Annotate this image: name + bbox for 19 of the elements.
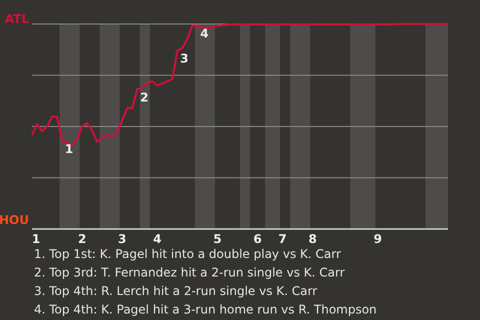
text: HOU bbox=[0, 213, 29, 228]
x-tick-label: 2 bbox=[78, 232, 86, 246]
x-tick-label: 5 bbox=[213, 232, 222, 246]
text: 2. Top 3rd: T. Fernandez hit a 2-run single vs K. Carr bbox=[34, 266, 345, 280]
x-tick-label: 9 bbox=[374, 232, 382, 246]
annotation: 2 bbox=[140, 90, 148, 104]
annotation: 1 bbox=[64, 142, 74, 156]
x-tick-label: 1 bbox=[32, 232, 40, 246]
x-tick-label: 8 bbox=[308, 232, 317, 246]
annotation: 4 bbox=[200, 26, 209, 41]
text: 4. Top 4th: K. Pagel hit a 3-run home run vs R. Thompson bbox=[34, 302, 377, 316]
annotation: 3 bbox=[180, 52, 189, 66]
x-tick-label: 6 bbox=[253, 232, 262, 246]
x-tick-label: 4 bbox=[153, 232, 162, 246]
text: 1. Top 1st: K. Pagel hit into a double play vs K. Carr bbox=[34, 247, 341, 261]
x-tick-label: 7 bbox=[278, 232, 287, 246]
text: 3. Top 4th: R. Lerch hit a 2-run single vs K. Carr bbox=[34, 284, 318, 298]
x-tick-label: 3 bbox=[118, 232, 126, 246]
text: ATL bbox=[4, 12, 30, 26]
